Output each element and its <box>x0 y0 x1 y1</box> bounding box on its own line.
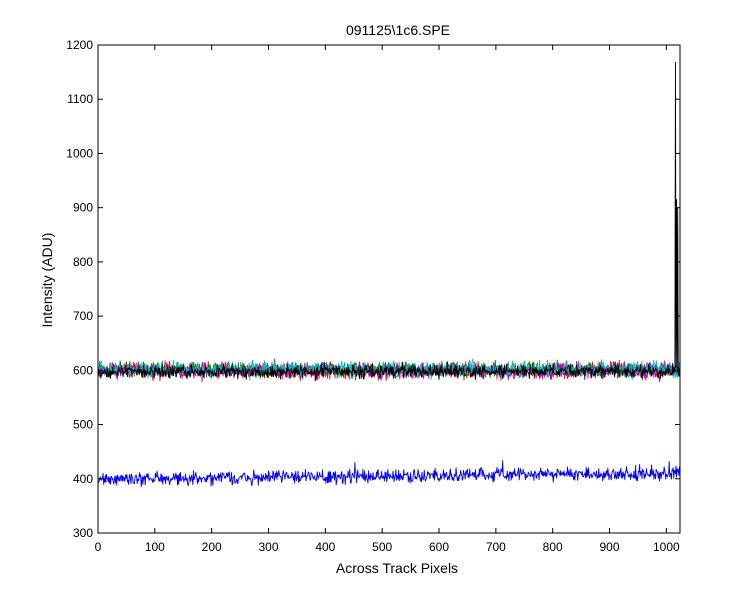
chart-title: 091125\1c6.SPE <box>346 22 450 38</box>
series-line-6 <box>98 459 681 488</box>
x-tick-label: 400 <box>315 540 335 554</box>
y-tick-label: 700 <box>73 309 93 323</box>
y-tick-label: 800 <box>73 255 93 269</box>
plot-background <box>98 45 680 533</box>
series-line-5 <box>98 61 681 381</box>
y-tick-label: 300 <box>73 526 93 540</box>
series-layer <box>98 61 681 488</box>
axes-box <box>97 44 681 534</box>
x-tick-label: 0 <box>95 540 102 554</box>
x-tick-label: 300 <box>258 540 278 554</box>
x-tick-label: 200 <box>202 540 222 554</box>
y-tick-label: 1200 <box>66 38 93 52</box>
x-axis-title: Across Track Pixels <box>336 560 458 576</box>
x-tick-label: 700 <box>486 540 506 554</box>
y-tick-label: 1000 <box>66 146 93 160</box>
y-tick-label: 600 <box>73 363 93 377</box>
x-tick-label: 600 <box>429 540 449 554</box>
y-tick-label: 500 <box>73 418 93 432</box>
y-tick-label: 1100 <box>67 92 93 106</box>
y-tick-label: 400 <box>73 472 93 486</box>
y-tick-label: 900 <box>73 201 93 215</box>
x-tick-label: 900 <box>600 540 620 554</box>
x-tick-label: 500 <box>372 540 392 554</box>
tick-layer: 0 100 200 300 400 500 600 700 800 900 1000 300 400 50… <box>66 38 680 554</box>
plot-area <box>98 45 681 533</box>
x-tick-label: 1000 <box>653 540 680 554</box>
y-axis-title: Intensity (ADU) <box>39 233 55 328</box>
x-tick-label: 800 <box>543 540 563 554</box>
x-tick-label: 100 <box>145 540 165 554</box>
